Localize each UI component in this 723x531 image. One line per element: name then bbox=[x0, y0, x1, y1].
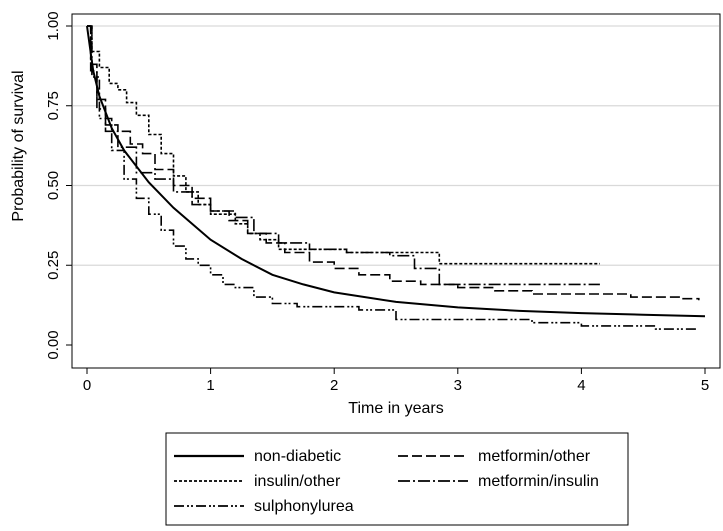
x-tick-label: 5 bbox=[701, 377, 709, 394]
legend-label: non-diabetic bbox=[254, 448, 341, 465]
x-axis-title: Time in years bbox=[348, 400, 443, 417]
x-tick-label: 1 bbox=[206, 377, 214, 394]
legend-label: metformin/other bbox=[478, 448, 591, 465]
y-tick-label: 0.00 bbox=[45, 330, 62, 359]
legend: non-diabetic metformin/other insulin/other… bbox=[174, 448, 599, 515]
plot-area bbox=[71, 13, 721, 369]
series-line-sulphonylurea bbox=[87, 25, 699, 330]
y-tick-label: 1.00 bbox=[45, 11, 62, 40]
legend-label: insulin/other bbox=[254, 473, 341, 490]
x-tick-label: 2 bbox=[330, 377, 338, 394]
x-ticks: 0 1 2 3 4 5 bbox=[83, 368, 709, 394]
x-tick-label: 0 bbox=[83, 377, 91, 394]
series-line-non-diabetic bbox=[86, 25, 706, 318]
series-line-insulin-other bbox=[87, 25, 600, 265]
y-axis-title: Probability of survival bbox=[10, 70, 27, 221]
series-line-metformin-other bbox=[87, 25, 700, 301]
legend-label: metformin/insulin bbox=[478, 473, 599, 490]
y-tick-label: 0.75 bbox=[45, 91, 62, 120]
legend-box bbox=[165, 432, 629, 526]
y-ticks: 0.00 0.25 0.50 0.75 1.00 bbox=[45, 11, 72, 360]
legend-label: sulphonylurea bbox=[254, 498, 354, 515]
y-tick-label: 0.50 bbox=[45, 171, 62, 200]
series-lines bbox=[86, 25, 706, 330]
series-line-metformin-insulin bbox=[87, 25, 600, 286]
x-tick-label: 4 bbox=[577, 377, 585, 394]
y-tick-label: 0.25 bbox=[45, 251, 62, 280]
x-tick-label: 3 bbox=[454, 377, 462, 394]
